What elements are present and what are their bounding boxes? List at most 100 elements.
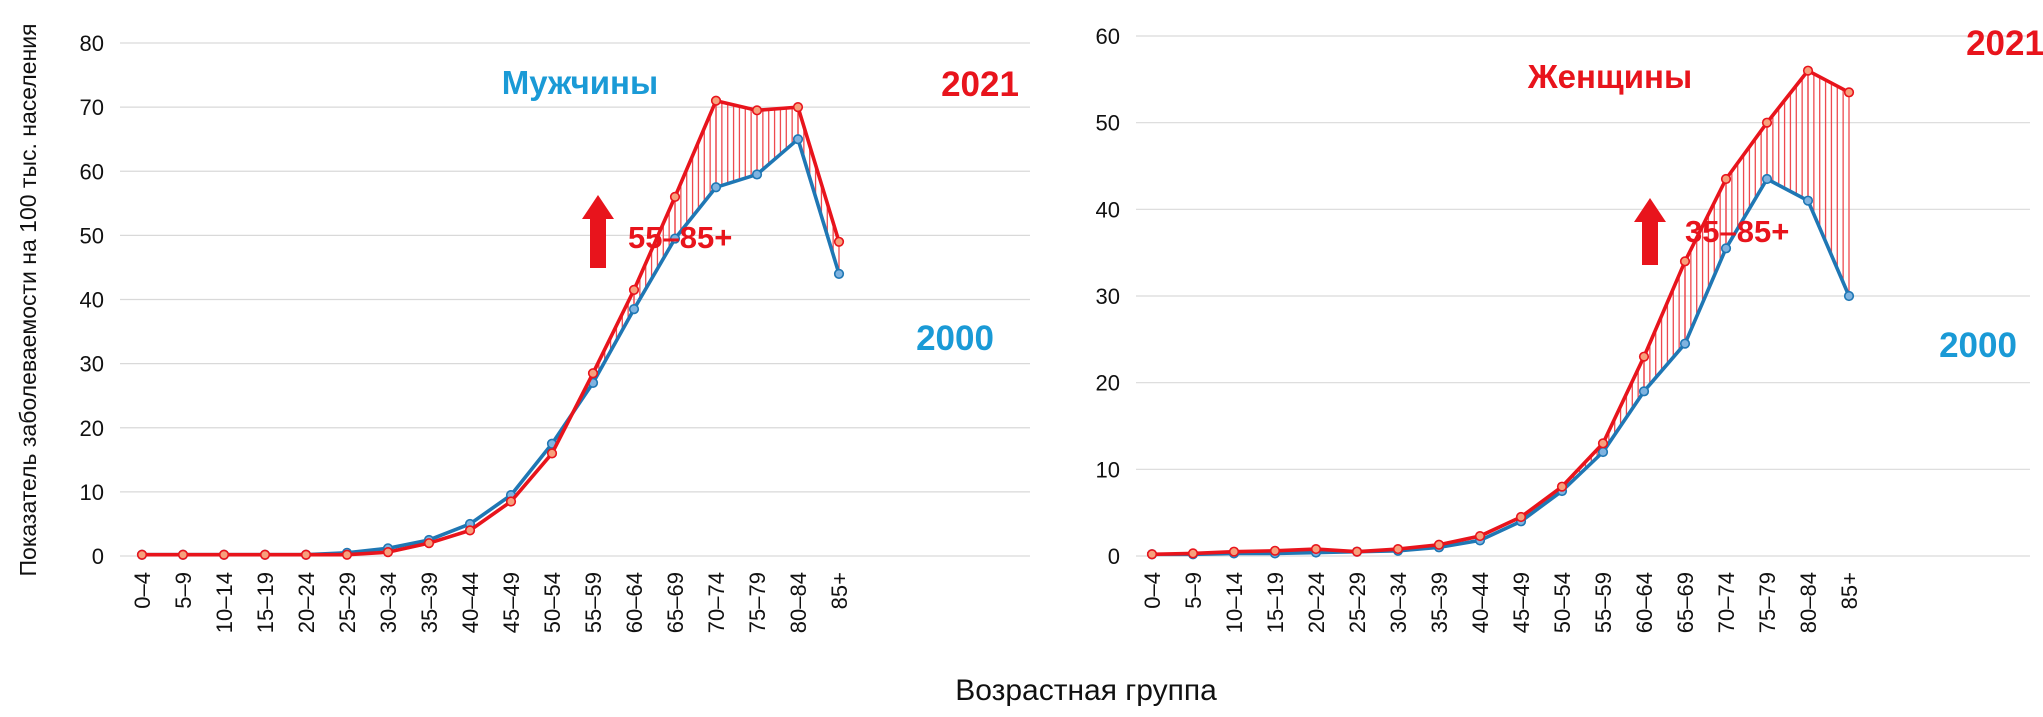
data-point-2021 [1802,65,1814,76]
series-line-2021 [142,98,841,557]
y-tick-label: 60 [1096,24,1120,49]
data-point-2021 [792,102,804,113]
data-point-2000 [710,182,722,193]
x-axis-title: Возрастная группа [955,674,1217,707]
data-point-2021 [136,549,148,560]
data-point-2000 [1638,386,1650,397]
data-point-2021 [1515,511,1527,523]
data-point-2021 [1474,530,1486,542]
x-tick-label: 0–4 [130,572,155,609]
data-point-2021 [1597,438,1609,449]
data-point-2021 [423,538,435,549]
x-tick-label: 80–84 [786,572,811,633]
data-point-2021 [1392,543,1404,555]
y-tick-label: 40 [80,288,104,313]
x-tick-label: 45–49 [1509,572,1534,633]
x-tick-label: 25–29 [335,572,360,633]
series-label-2021: 2021 [1966,24,2043,63]
x-tick-label: 35–39 [1427,572,1452,633]
chart-0: 0 10 20 30 40 50 60 70 80 0–4 5–9 10–14 15–19 20–24 25… [80,31,1030,633]
panel-title: Мужчины [502,64,658,101]
x-tick-label: 60–64 [622,572,647,633]
data-point-2000 [1761,173,1773,185]
x-tick-label: 70–74 [704,572,729,633]
x-tick-label: 10–14 [1222,572,1247,633]
data-point-2021 [259,549,271,560]
y-tick-label: 50 [80,223,104,248]
panel-title: Женщины [1527,58,1692,95]
chart-1: 0 10 20 30 40 50 60 0–4 5–9 10–14 15–19 20–24 25–29 3… [1096,24,2043,633]
data-point-2021 [464,525,476,536]
data-point-2021 [300,549,312,560]
data-point-2000 [1843,290,1855,302]
arrow-up-icon [1634,198,1666,265]
series-label-2000: 2000 [916,319,994,358]
data-point-2021 [587,368,599,379]
x-tick-label: 70–74 [1714,572,1739,633]
x-tick-label: 30–34 [1386,572,1411,633]
data-point-2021 [1843,87,1855,98]
x-tick-label: 75–79 [1755,572,1780,633]
x-tick-label: 65–69 [1673,572,1698,633]
data-point-2000 [669,233,681,244]
y-tick-label: 80 [80,31,104,56]
data-point-2021 [669,191,681,202]
data-point-2021 [546,448,558,459]
x-tick-label: 15–19 [1263,572,1288,633]
x-tick-label: 35–39 [417,572,442,633]
data-point-2021 [833,236,845,247]
x-tick-label: 25–29 [1345,572,1370,633]
x-tick-label: 55–59 [581,572,606,633]
y-tick-label: 40 [1096,197,1120,222]
data-point-2021 [1146,549,1158,560]
y-tick-label: 50 [1096,111,1120,136]
annotation-range: 35–85+ [1685,214,1789,249]
data-point-2021 [1720,173,1732,185]
series-line-2000 [1152,177,1851,557]
data-point-2000 [751,169,763,180]
data-point-2021 [382,547,394,558]
arrow-up-icon [582,195,614,268]
x-tick-label: 80–84 [1796,572,1821,633]
y-tick-label: 10 [1096,457,1120,482]
x-tick-label: 10–14 [212,572,237,633]
x-tick-label: 5–9 [171,572,196,609]
data-point-2021 [628,284,640,295]
x-tick-label: 20–24 [1304,572,1329,633]
data-point-2021 [1187,548,1199,559]
y-tick-label: 0 [1108,544,1120,569]
data-point-2000 [1720,243,1732,254]
x-tick-label: 45–49 [499,572,524,633]
y-tick-label: 20 [1096,371,1120,396]
data-point-2021 [1679,256,1691,267]
data-point-2021 [1638,351,1650,362]
data-point-2021 [177,549,189,560]
x-tick-label: 55–59 [1591,572,1616,633]
series-line-2021 [1151,68,1850,557]
x-tick-label: 50–54 [540,572,565,633]
data-point-2021 [1761,117,1773,128]
data-point-2021 [1433,539,1445,550]
x-tick-label: 75–79 [745,572,770,633]
data-point-2021 [1228,546,1240,557]
data-point-2000 [792,134,804,145]
x-tick-label: 85+ [827,572,852,609]
y-tick-label: 0 [92,544,104,569]
data-point-2021 [341,549,353,560]
data-point-2021 [751,105,763,116]
x-tick-label: 0–4 [1140,572,1165,609]
x-tick-label: 20–24 [294,572,319,633]
data-point-2000 [833,268,845,279]
data-point-2000 [628,304,640,315]
x-tick-label: 40–44 [458,572,483,633]
y-tick-label: 70 [80,95,104,120]
x-tick-label: 30–34 [376,572,401,633]
y-tick-label: 30 [1096,284,1120,309]
x-tick-label: 5–9 [1181,572,1206,609]
data-point-2021 [218,549,230,560]
y-tick-label: 60 [80,159,104,184]
data-point-2021 [1351,546,1363,557]
data-point-2021 [1310,543,1322,555]
x-tick-label: 15–19 [253,572,278,633]
